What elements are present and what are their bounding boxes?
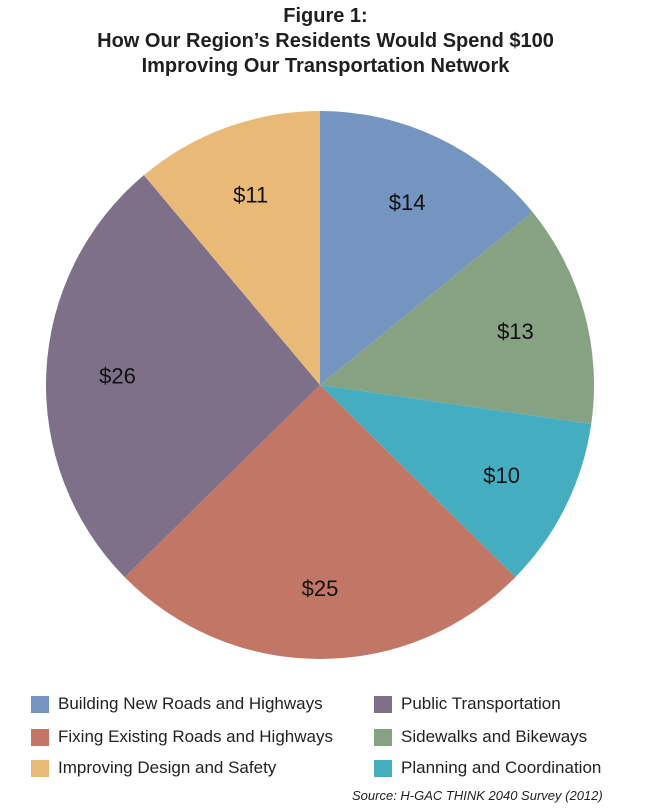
figure-number: Figure 1: [283,5,368,27]
legend-swatch [374,728,392,746]
pie-slice [124,385,516,659]
legend: Building New Roads and Highways Fixing E… [0,694,651,784]
pie-chart: $14 $13 $10 $25 $26 $11 [45,111,594,659]
legend-label: Fixing Existing Roads and Highways [58,727,333,746]
legend-swatch [31,759,49,777]
legend-swatch [31,695,49,713]
legend-item-building-new-roads: Building New Roads and Highways [31,694,323,714]
legend-label: Public Transportation [401,694,561,713]
slice-value-label: $11 [233,182,268,207]
source-note: Source: H-GAC THINK 2040 Survey (2012) [352,788,603,803]
legend-label: Planning and Coordination [401,758,602,777]
pie-slice [45,175,320,578]
slice-value-label: $10 [483,463,520,488]
slice-value-label: $25 [302,576,339,601]
slice-value-label: $14 [389,190,426,215]
legend-label: Sidewalks and Bikeways [401,727,588,746]
legend-item-fixing-existing-roads: Fixing Existing Roads and Highways [31,727,333,747]
legend-label: Improving Design and Safety [58,758,277,777]
legend-item-public-transportation: Public Transportation [374,694,561,714]
pie-slice [320,111,533,385]
title-line-2: Improving Our Transportation Network [141,55,510,77]
legend-swatch [31,728,49,746]
legend-swatch [374,759,392,777]
pie-slice [320,212,594,424]
title-line-1: How Our Region’s Residents Would Spend $… [97,30,554,52]
chart-title: Figure 1: How Our Region’s Residents Wou… [0,4,651,79]
pie-slice [320,385,592,578]
legend-label: Building New Roads and Highways [58,694,323,713]
slice-value-label: $26 [99,363,136,388]
legend-item-improving-design: Improving Design and Safety [31,758,276,778]
pie-slice [143,111,320,385]
legend-swatch [374,695,392,713]
slice-value-label: $13 [497,319,534,344]
legend-item-sidewalks-bikeways: Sidewalks and Bikeways [374,727,587,747]
legend-item-planning-coordination: Planning and Coordination [374,758,601,778]
